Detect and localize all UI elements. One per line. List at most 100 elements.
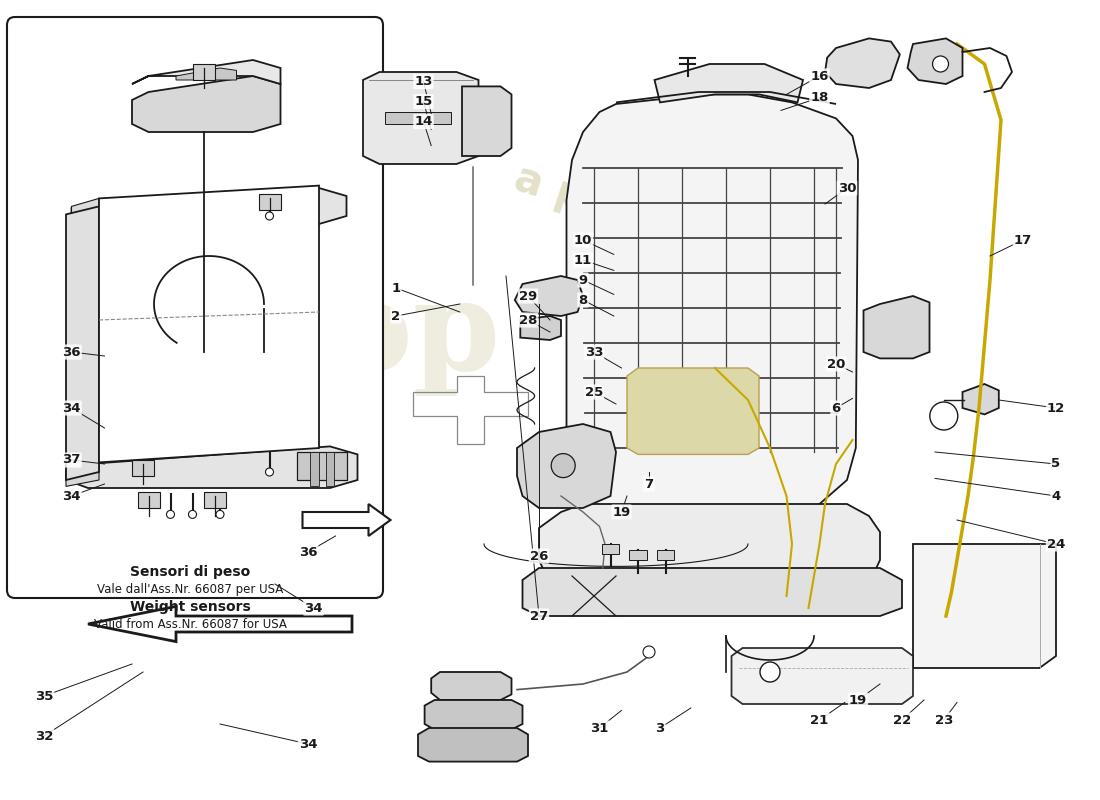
Circle shape <box>644 646 654 658</box>
Text: 3: 3 <box>656 722 664 734</box>
Polygon shape <box>302 504 390 536</box>
Polygon shape <box>522 568 902 616</box>
FancyBboxPatch shape <box>7 17 383 598</box>
Circle shape <box>551 454 575 478</box>
Text: 34: 34 <box>63 490 80 502</box>
Text: 28: 28 <box>519 314 537 326</box>
Text: 22: 22 <box>893 714 911 726</box>
Text: 33: 33 <box>585 346 603 358</box>
Polygon shape <box>908 38 962 84</box>
Text: 31: 31 <box>591 722 608 734</box>
Polygon shape <box>539 504 880 576</box>
Text: 7: 7 <box>645 478 653 490</box>
Text: Valid from Ass.Nr. 66087 for USA: Valid from Ass.Nr. 66087 for USA <box>94 618 286 631</box>
Polygon shape <box>657 550 674 560</box>
Polygon shape <box>132 460 154 476</box>
Text: 34: 34 <box>63 402 80 414</box>
Polygon shape <box>462 86 512 156</box>
Polygon shape <box>654 64 803 102</box>
Polygon shape <box>132 76 280 132</box>
Polygon shape <box>418 728 528 762</box>
Text: 34: 34 <box>299 738 317 750</box>
Text: Vale dall'Ass.Nr. 66087 per USA: Vale dall'Ass.Nr. 66087 per USA <box>97 583 283 596</box>
Text: 26: 26 <box>530 550 548 562</box>
Polygon shape <box>520 316 561 340</box>
Text: 9: 9 <box>579 274 587 286</box>
Polygon shape <box>88 606 352 642</box>
Text: 29: 29 <box>519 290 537 302</box>
Text: 10: 10 <box>574 234 592 246</box>
Polygon shape <box>517 424 616 508</box>
Polygon shape <box>913 544 1056 668</box>
Polygon shape <box>297 452 346 480</box>
Text: 1: 1 <box>392 282 400 294</box>
Circle shape <box>760 662 780 682</box>
Text: 23: 23 <box>935 714 953 726</box>
Polygon shape <box>132 60 280 84</box>
Circle shape <box>265 468 274 476</box>
Text: a passion for: a passion for <box>509 157 811 291</box>
Text: 6: 6 <box>832 402 840 414</box>
Text: 21: 21 <box>811 714 828 726</box>
Polygon shape <box>602 544 619 554</box>
Text: 17: 17 <box>1014 234 1032 246</box>
Text: 36: 36 <box>63 346 80 358</box>
Polygon shape <box>431 672 512 700</box>
Polygon shape <box>258 194 280 210</box>
Text: 20: 20 <box>827 358 845 370</box>
Polygon shape <box>72 198 99 216</box>
Polygon shape <box>515 276 583 316</box>
Polygon shape <box>66 206 99 480</box>
Polygon shape <box>732 648 913 704</box>
Text: 27: 27 <box>530 610 548 622</box>
Polygon shape <box>176 68 236 80</box>
Text: 34: 34 <box>305 602 322 614</box>
Text: 37: 37 <box>63 454 80 466</box>
Polygon shape <box>99 186 319 462</box>
Text: 30: 30 <box>838 182 856 194</box>
Polygon shape <box>72 188 346 224</box>
Text: Sensori di peso: Sensori di peso <box>130 565 250 579</box>
Polygon shape <box>385 112 451 124</box>
Text: 13: 13 <box>415 75 432 88</box>
Polygon shape <box>138 492 160 508</box>
Text: 4: 4 <box>1052 490 1060 502</box>
Polygon shape <box>864 296 930 358</box>
Text: Weight sensors: Weight sensors <box>130 600 251 614</box>
Polygon shape <box>310 452 319 486</box>
Polygon shape <box>629 550 647 560</box>
Text: 12: 12 <box>1047 402 1065 414</box>
Polygon shape <box>204 492 226 508</box>
Text: 11: 11 <box>574 254 592 266</box>
Polygon shape <box>363 72 478 164</box>
Polygon shape <box>566 94 858 532</box>
Circle shape <box>216 510 224 518</box>
Circle shape <box>933 56 948 72</box>
Text: 25: 25 <box>585 386 603 398</box>
Text: 16: 16 <box>811 70 828 82</box>
Polygon shape <box>66 464 99 486</box>
Polygon shape <box>627 368 759 454</box>
Circle shape <box>265 212 274 220</box>
Polygon shape <box>962 384 999 414</box>
Polygon shape <box>326 452 334 486</box>
Text: 15: 15 <box>415 95 432 108</box>
Text: 35: 35 <box>35 690 53 702</box>
Text: europ: europ <box>94 275 500 397</box>
Circle shape <box>166 510 175 518</box>
Text: 18: 18 <box>811 91 828 104</box>
Text: 24: 24 <box>1047 538 1065 550</box>
Polygon shape <box>425 700 522 730</box>
Text: 2: 2 <box>392 310 400 322</box>
Polygon shape <box>825 38 900 88</box>
Polygon shape <box>66 446 358 488</box>
Text: 32: 32 <box>35 730 53 742</box>
Circle shape <box>930 402 958 430</box>
Text: 19: 19 <box>613 506 630 518</box>
Text: 14: 14 <box>415 115 432 128</box>
Text: 36: 36 <box>299 546 317 558</box>
Circle shape <box>188 510 197 518</box>
Polygon shape <box>192 64 215 80</box>
Text: 19: 19 <box>849 694 867 706</box>
Text: 5: 5 <box>1052 458 1060 470</box>
